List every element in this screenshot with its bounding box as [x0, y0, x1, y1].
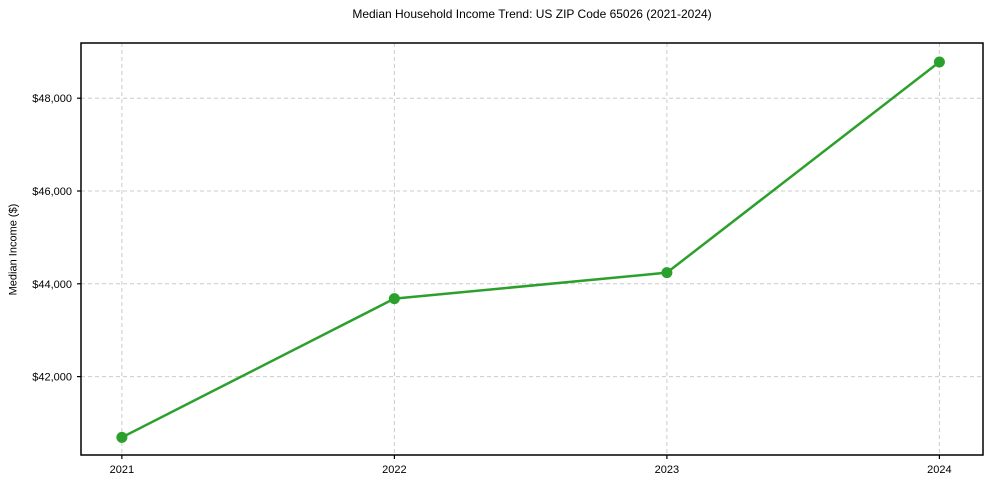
x-tick-label: 2021 [110, 464, 134, 476]
data-point-2021 [116, 431, 128, 443]
y-tick-label: $42,000 [32, 372, 72, 384]
data-point-2022 [388, 293, 400, 305]
chart-title: Median Household Income Trend: US ZIP Co… [352, 7, 712, 21]
data-point-2023 [661, 267, 673, 279]
y-tick-label: $48,000 [32, 93, 72, 105]
x-tick-label: 2024 [927, 464, 951, 476]
y-tick-label: $44,000 [32, 279, 72, 291]
x-tick-label: 2023 [655, 464, 679, 476]
data-point-2024 [933, 56, 945, 68]
x-tick-label: 2022 [382, 464, 406, 476]
trend-line [120, 60, 941, 439]
y-tick-label: $46,000 [32, 186, 72, 198]
plot-border [80, 42, 984, 456]
